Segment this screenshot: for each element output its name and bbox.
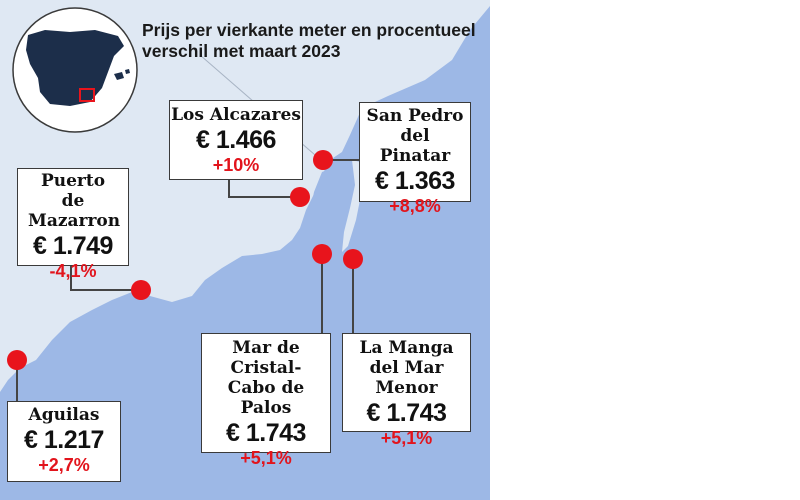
marker-san-pedro[interactable] (313, 150, 333, 170)
leader-line-los-alcazares-v (228, 178, 230, 197)
location-price: € 1.743 (366, 399, 447, 427)
marker-aguilas[interactable] (7, 350, 27, 370)
location-price: € 1.749 (33, 232, 113, 260)
inset-balearic-islands (114, 69, 130, 80)
leader-line-san-pedro (332, 159, 360, 161)
label-box-los-alcazares: Los Alcazares € 1.466 +10% (169, 100, 303, 180)
location-change: +5,1% (240, 448, 292, 468)
location-name: Puerto de Mazarron (28, 171, 121, 231)
leader-line-aguilas (16, 360, 18, 402)
marker-puerto-de-mazarron[interactable] (131, 280, 151, 300)
label-box-mar-de-cristal: Mar de Cristal-Cabo de Palos € 1.743 +5,… (201, 333, 331, 468)
leader-line-la-manga (352, 258, 354, 334)
inset-highlight-box (79, 88, 95, 102)
label-box-la-manga: La Manga del Mar Menor € 1.743 +5,1% (342, 333, 471, 448)
leader-line-mazarron-v (70, 265, 72, 290)
location-change: +8,8% (389, 196, 441, 216)
location-name: Mar de Cristal-Cabo de Palos (227, 338, 305, 418)
marker-los-alcazares[interactable] (290, 187, 310, 207)
location-price: € 1.363 (375, 167, 455, 195)
marker-mar-de-cristal[interactable] (312, 244, 332, 264)
location-name: Aguilas (28, 405, 100, 425)
location-change: +5,1% (380, 428, 433, 448)
leader-line-mar-de-cristal (321, 254, 323, 334)
marker-la-manga[interactable] (343, 249, 363, 269)
label-box-puerto-de-mazarron: Puerto de Mazarron € 1.749 -4,1% (17, 168, 129, 281)
location-name: San Pedro del Pinatar (366, 106, 464, 166)
location-change: +10% (212, 155, 260, 175)
leader-line-los-alcazares-h (228, 196, 300, 198)
location-change: -4,1% (49, 261, 97, 281)
location-name: La Manga del Mar Menor (359, 338, 454, 398)
label-box-san-pedro: San Pedro del Pinatar € 1.363 +8,8% (359, 102, 471, 216)
label-box-aguilas: Aguilas € 1.217 +2,7% (7, 401, 121, 482)
mar-menor-lagoon (310, 165, 358, 240)
location-price: € 1.743 (226, 419, 306, 447)
leader-line-mazarron-h (70, 289, 140, 291)
location-price: € 1.466 (196, 126, 276, 154)
location-change: +2,7% (38, 455, 90, 475)
location-name: Los Alcazares (171, 105, 301, 125)
map-area: Prijs per vierkante meter en procentueel… (0, 0, 490, 500)
inset-spain-shape (26, 30, 124, 106)
la-manga-strip (342, 160, 362, 252)
map-title: Prijs per vierkante meter en procentueel… (142, 20, 476, 61)
location-price: € 1.217 (24, 426, 104, 454)
